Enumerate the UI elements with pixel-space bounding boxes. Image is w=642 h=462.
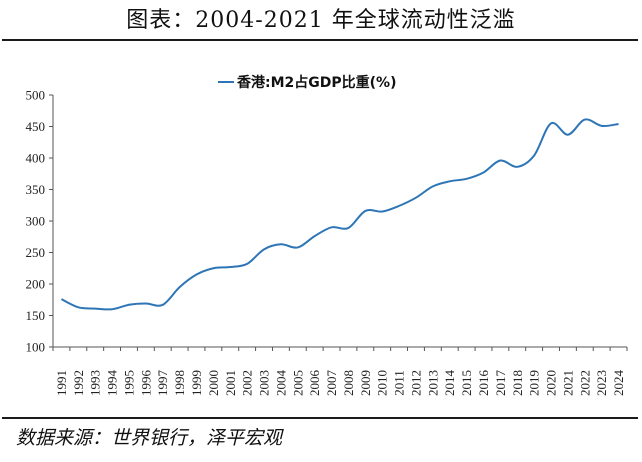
x-tick-label: 1996 <box>138 370 153 397</box>
x-tick-label: 2010 <box>375 370 390 396</box>
x-tick-label: 2019 <box>527 370 542 396</box>
figure-title: 图表：2004-2021 年全球流动性泛滥 <box>126 8 516 33</box>
x-tick-label: 2001 <box>223 370 238 396</box>
x-tick-label: 1995 <box>121 370 136 396</box>
x-tick-label: 2020 <box>544 370 559 396</box>
legend-label: 香港:M2占GDP比重(%) <box>236 74 396 91</box>
legend: 香港:M2占GDP比重(%) <box>218 74 396 91</box>
x-tick-label: 1994 <box>105 370 120 397</box>
x-tick-label: 2013 <box>425 370 440 396</box>
x-tick-label: 2009 <box>358 370 373 396</box>
y-tick-label: 500 <box>26 88 46 103</box>
bottom-rule <box>2 417 638 419</box>
x-tick-labels: 1991 1992 1993 1994 1995 1996 1997 1998 1999 2000… <box>54 369 626 396</box>
x-tick-label: 2011 <box>392 370 407 396</box>
x-tick-label: 2024 <box>611 370 626 397</box>
y-tick-label: 450 <box>26 119 46 134</box>
x-tick-label: 1992 <box>71 370 86 396</box>
x-tick-label: 2003 <box>257 370 272 396</box>
series-lines <box>60 118 619 311</box>
x-tick-label: 2002 <box>240 370 255 396</box>
x-tick-label: 2015 <box>459 370 474 396</box>
x-tick-label: 2006 <box>307 370 322 397</box>
x-tick-label: 1998 <box>172 370 187 396</box>
x-tick-label: 1999 <box>189 370 204 396</box>
x-tick-label: 2022 <box>577 370 592 396</box>
x-tick-label: 2023 <box>594 370 609 396</box>
y-tick-labels: 100 150 200 250 300 350 400 450 500 <box>26 88 46 355</box>
y-tick-label: 300 <box>26 214 46 229</box>
series-line-0 <box>60 118 619 311</box>
x-tick-label: 1997 <box>155 370 170 397</box>
x-tick-label: 2014 <box>442 370 457 397</box>
x-tick-label: 2018 <box>510 370 525 396</box>
axes <box>49 94 628 351</box>
y-tick-label: 200 <box>26 277 46 292</box>
y-tick-label: 400 <box>26 151 46 166</box>
x-tick-label: 2016 <box>476 370 491 397</box>
x-tick-label: 2000 <box>206 370 221 396</box>
top-rule <box>2 39 638 41</box>
x-tick-label: 2012 <box>408 370 423 396</box>
x-tick-label: 2007 <box>324 370 339 397</box>
y-tick-label: 100 <box>26 340 46 355</box>
source-note: 数据来源：世界银行，泽平宏观 <box>16 427 283 449</box>
y-tick-label: 250 <box>26 245 46 260</box>
x-tick-label: 2008 <box>341 370 356 396</box>
y-tick-label: 150 <box>26 308 46 323</box>
x-tick-label: 2004 <box>273 370 288 397</box>
x-tick-label: 2021 <box>560 370 575 396</box>
x-tick-label: 2005 <box>290 370 305 396</box>
x-tick-label: 1991 <box>54 370 69 396</box>
y-tick-label: 350 <box>26 182 46 197</box>
x-tick-label: 2017 <box>493 369 508 396</box>
x-tick-label: 1993 <box>88 370 103 396</box>
